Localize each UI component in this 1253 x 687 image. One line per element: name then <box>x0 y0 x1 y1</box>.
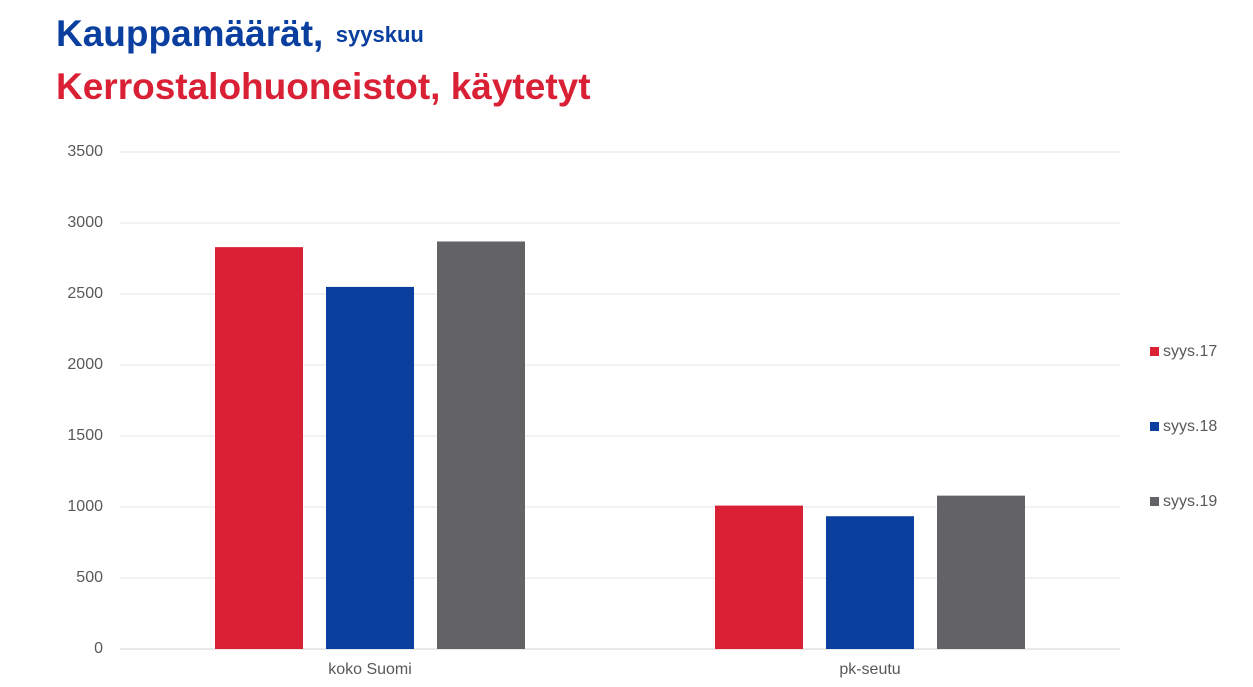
legend-label: syys.19 <box>1163 493 1217 510</box>
y-tick-label: 500 <box>76 569 103 586</box>
bar <box>215 247 303 649</box>
chart-subtitle: Kerrostalohuoneistot, käytetyt <box>56 66 591 107</box>
y-tick-label: 3000 <box>67 214 103 231</box>
chart-title-note: syyskuu <box>336 22 424 47</box>
y-tick-label: 0 <box>94 640 103 657</box>
bar <box>937 495 1025 649</box>
legend-label: syys.17 <box>1163 343 1217 360</box>
y-tick-label: 1500 <box>67 427 103 444</box>
bar <box>826 516 914 649</box>
y-tick-label: 2500 <box>67 285 103 302</box>
legend-swatch <box>1150 422 1159 431</box>
bar <box>715 505 803 649</box>
y-tick-label: 3500 <box>67 143 103 160</box>
bar <box>437 241 525 649</box>
y-tick-label: 2000 <box>67 356 103 373</box>
chart-title: Kauppamäärät, <box>56 13 323 54</box>
legend-swatch <box>1150 497 1159 506</box>
x-tick-label: pk-seutu <box>839 661 900 678</box>
legend-swatch <box>1150 347 1159 356</box>
bar <box>326 286 414 649</box>
chart-title-line: Kauppamäärät, syyskuu <box>56 13 424 54</box>
x-tick-label: koko Suomi <box>328 661 412 678</box>
y-tick-label: 1000 <box>67 498 103 515</box>
legend-label: syys.18 <box>1163 418 1217 435</box>
